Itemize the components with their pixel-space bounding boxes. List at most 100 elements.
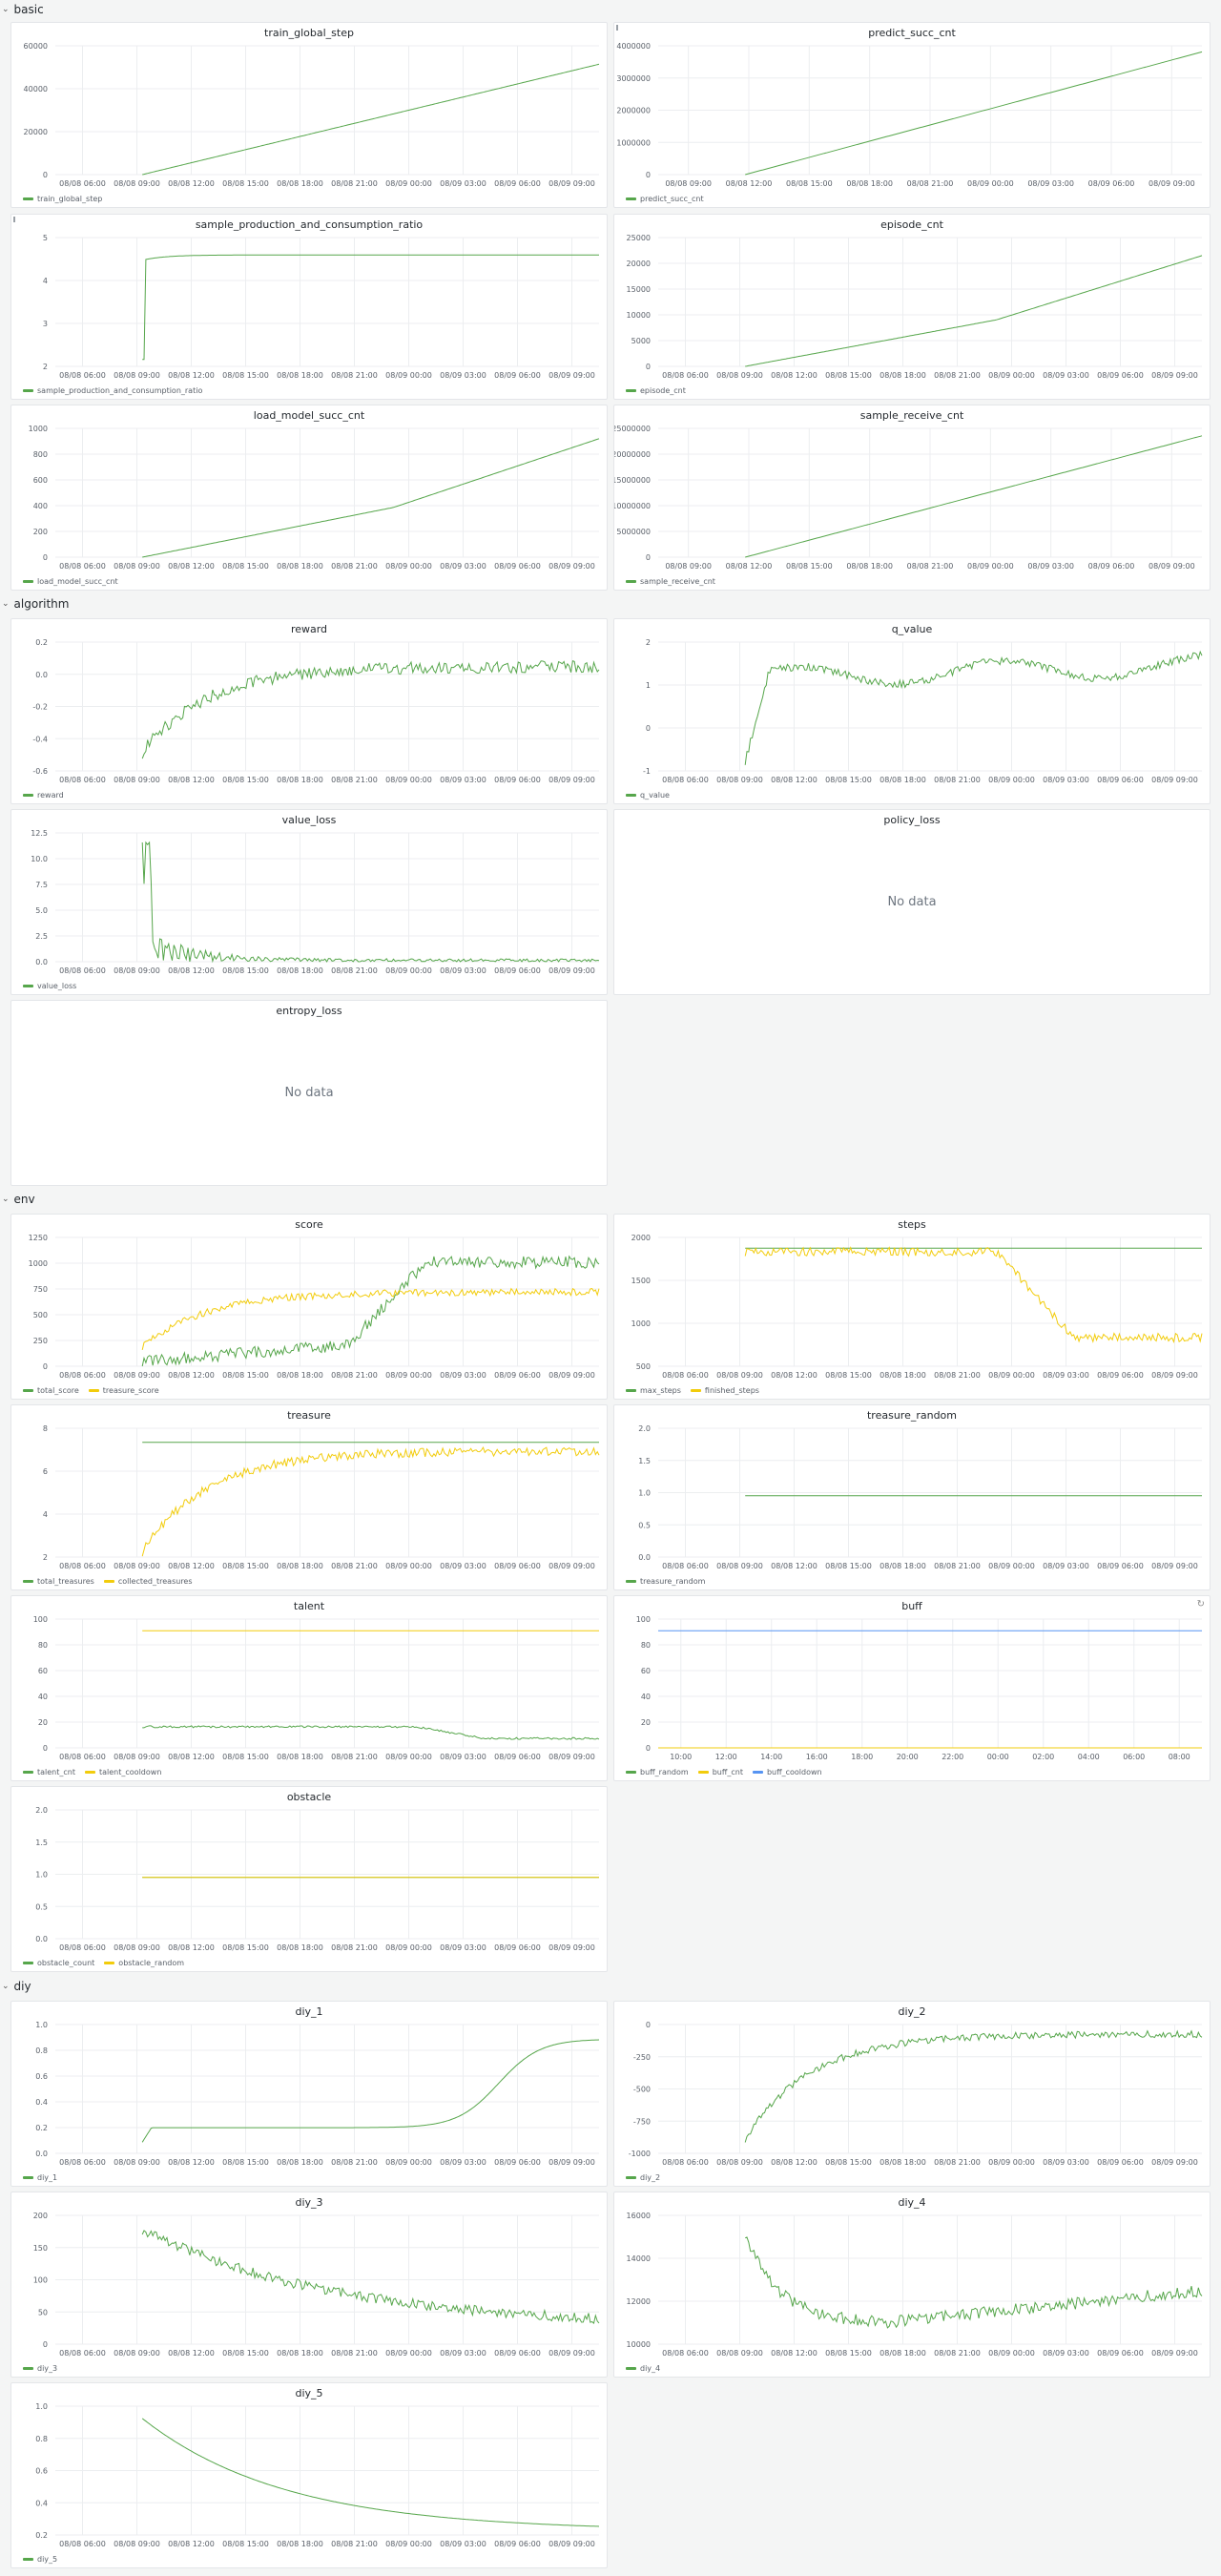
panel-reward[interactable]: reward 0.2 0.0 -0.2 -0.4 -0.6 08/08 06:00 08/0… <box>10 618 608 804</box>
line-chart[interactable]: 200 150 100 50 0 08/08 06:00 08/08 09:00 08/08 … <box>11 2192 609 2379</box>
legend-item[interactable]: train_global_step <box>23 195 102 203</box>
chart-legend: q_value <box>626 789 679 800</box>
panel-entropy-loss[interactable]: entropy_loss No data <box>10 1000 608 1186</box>
legend-item[interactable]: episode_cnt <box>626 386 686 395</box>
legend-item[interactable]: diy_4 <box>626 2364 660 2373</box>
panel-predict-succ-cnt[interactable]: predict_succ_cnt 4000000 3000000 2000000 10… <box>613 22 1211 208</box>
legend-item[interactable]: load_model_succ_cnt <box>23 577 118 586</box>
line-chart[interactable]: 2 1 0 -1 08/08 06:00 08/08 09:00 08/08 12:00 08… <box>614 619 1211 805</box>
panel-buff[interactable]: buff ↻ 100 80 60 40 20 0 10:00 12:00 14:00 16:00 1… <box>613 1595 1211 1781</box>
legend-item[interactable]: diy_2 <box>626 2173 660 2182</box>
line-chart[interactable]: 8 6 4 2 08/08 06:00 08/08 09:00 08/08 12:00 08/… <box>11 1405 609 1591</box>
panel-talent[interactable]: talent 100 80 60 40 20 0 08/08 06:00 08/08 09:0… <box>10 1595 608 1781</box>
legend-item[interactable]: total_treasures <box>23 1577 94 1586</box>
panel-sample-receive-cnt[interactable]: sample_receive_cnt 25000000 20000000 15000… <box>613 405 1211 591</box>
legend-item[interactable]: q_value <box>626 791 670 800</box>
y-tick-label: 0.2 <box>35 2124 48 2132</box>
chart-legend: diy_3 <box>23 2362 67 2374</box>
panel-obstacle[interactable]: obstacle 2.0 1.5 1.0 0.5 0.0 08/08 06:00 08/08… <box>10 1786 608 1972</box>
panel-diy-4[interactable]: diy_4 16000 14000 12000 10000 08/08 06:00 08/… <box>613 2192 1211 2378</box>
panel-q-value[interactable]: q_value 2 1 0 -1 08/08 06:00 08/08 09:00 08/08… <box>613 618 1211 804</box>
drag-handle-icon[interactable] <box>13 217 15 222</box>
line-chart[interactable]: 1.0 0.8 0.6 0.4 0.2 0.0 08/08 06:00 08/08 09:00… <box>11 2002 609 2188</box>
drag-handle-icon[interactable] <box>616 25 618 31</box>
x-tick-label: 08/08 09:00 <box>114 1943 160 1952</box>
legend-item[interactable]: obstacle_count <box>23 1959 94 1967</box>
legend-item[interactable]: diy_3 <box>23 2364 57 2373</box>
legend-item[interactable]: collected_treasures <box>103 1577 193 1586</box>
line-chart[interactable]: 2.0 1.5 1.0 0.5 0.0 08/08 06:00 08/08 09:00 08/… <box>614 1405 1211 1591</box>
line-chart[interactable]: 25000000 20000000 15000000 10000000 5000000 0… <box>614 405 1211 592</box>
line-chart[interactable]: 2.0 1.5 1.0 0.5 0.0 08/08 06:00 08/08 09:00 08/… <box>11 1787 609 1973</box>
x-tick-label: 08/08 09:00 <box>114 1371 160 1380</box>
panel-treasure[interactable]: treasure 8 6 4 2 08/08 06:00 08/08 09:00 08/08… <box>10 1404 608 1590</box>
legend-item[interactable]: finished_steps <box>690 1386 759 1395</box>
legend-item[interactable]: reward <box>23 791 64 800</box>
legend-item[interactable]: value_loss <box>23 982 76 990</box>
x-tick-label: 08/08 18:00 <box>277 2349 323 2358</box>
refresh-icon[interactable]: ↻ <box>1196 1599 1205 1610</box>
legend-item[interactable]: treasure_random <box>626 1577 705 1586</box>
panel-policy-loss[interactable]: policy_loss No data <box>613 809 1211 995</box>
legend-swatch <box>626 2175 636 2179</box>
legend-item[interactable]: treasure_score <box>88 1386 159 1395</box>
legend-item[interactable]: diy_5 <box>23 2555 57 2564</box>
legend-item[interactable]: talent_cnt <box>23 1768 75 1776</box>
y-tick-label: 10000 <box>627 311 651 320</box>
panel-diy-5[interactable]: diy_5 1.0 0.8 0.6 0.4 0.2 08/08 06:00 08/08 09… <box>10 2382 608 2568</box>
line-chart[interactable]: 60000 40000 20000 0 08/08 06:00 08/08 09:00 08… <box>11 23 609 209</box>
legend-swatch <box>23 793 33 797</box>
y-tick-label: 400 <box>33 502 48 510</box>
legend-item[interactable]: max_steps <box>626 1386 681 1395</box>
panel-load-model-succ-cnt[interactable]: load_model_succ_cnt 1000 800 600 400 200 0 08/… <box>10 405 608 591</box>
line-chart[interactable]: 1.0 0.8 0.6 0.4 0.2 08/08 06:00 08/08 09:00 08/… <box>11 2383 609 2569</box>
line-chart[interactable]: 5 4 3 2 08/08 06:00 08/08 09:00 08/08 12:00 08/… <box>11 215 609 401</box>
panel-train-global-step[interactable]: train_global_step 60000 40000 20000 0 08/08 … <box>10 22 608 208</box>
line-chart[interactable]: 1250 1000 750 500 250 0 08/08 06:00 08/08 09:00… <box>11 1215 609 1401</box>
legend-item[interactable]: talent_cooldown <box>85 1768 161 1776</box>
legend-item[interactable]: obstacle_random <box>104 1959 184 1967</box>
x-tick-label: 08/08 18:00 <box>277 2540 323 2548</box>
panel-steps[interactable]: steps 2000 1500 1000 500 08/08 06:00 08/08 09… <box>613 1214 1211 1400</box>
row-header-env[interactable]: ⌄ env <box>2 1191 35 1208</box>
panel-score[interactable]: score 1250 1000 750 500 250 0 08/08 06:00 08/08… <box>10 1214 608 1400</box>
row-header-algorithm[interactable]: ⌄ algorithm <box>2 595 69 613</box>
legend-item[interactable]: buff_cooldown <box>752 1768 822 1776</box>
line-chart[interactable]: 12.5 10.0 7.5 5.0 2.5 0.0 08/08 06:00 08/08 09:… <box>11 810 609 996</box>
legend-item[interactable]: sample_production_and_consumption_ratio <box>23 386 202 395</box>
x-tick-label: 08/08 21:00 <box>331 1753 378 1761</box>
legend-item[interactable]: total_score <box>23 1386 79 1395</box>
legend-item[interactable]: diy_1 <box>23 2173 57 2182</box>
legend-item[interactable]: buff_cnt <box>697 1768 743 1776</box>
line-chart[interactable]: 0 -250 -500 -750 -1000 08/08 06:00 08/08 09:00… <box>614 2002 1211 2188</box>
series-line-value-loss <box>141 841 600 964</box>
series-line-diy-4 <box>744 2236 1203 2329</box>
legend-item[interactable]: buff_random <box>626 1768 689 1776</box>
panel-episode-cnt[interactable]: episode_cnt 25000 20000 15000 10000 5000 0 08/… <box>613 214 1211 400</box>
panel-diy-2[interactable]: diy_2 0 -250 -500 -750 -1000 08/08 06:00 08/08… <box>613 2001 1211 2187</box>
panel-sample-production-ratio[interactable]: sample_production_and_consumption_ratio … <box>10 214 608 400</box>
line-chart[interactable]: 0.2 0.0 -0.2 -0.4 -0.6 08/08 06:00 08/08 09:00… <box>11 619 609 805</box>
line-chart[interactable]: 16000 14000 12000 10000 08/08 06:00 08/08 09:… <box>614 2192 1211 2379</box>
line-chart[interactable]: 1000 800 600 400 200 0 08/08 06:00 08/08 09:00 0… <box>11 405 609 592</box>
y-tick-label: 1.0 <box>35 2402 48 2411</box>
legend-item[interactable]: sample_receive_cnt <box>626 577 715 586</box>
panel-treasure-random[interactable]: treasure_random 2.0 1.5 1.0 0.5 0.0 08/08 06:… <box>613 1404 1211 1590</box>
line-chart[interactable]: 2000 1500 1000 500 08/08 06:00 08/08 09:00 08/… <box>614 1215 1211 1401</box>
line-chart[interactable]: 4000000 3000000 2000000 1000000 0 08/08 09:00… <box>614 23 1211 209</box>
x-tick-label: 08/08 09:00 <box>716 371 763 380</box>
legend-swatch <box>23 984 33 987</box>
x-tick-label: 08/08 06:00 <box>662 1562 709 1570</box>
x-tick-label: 08/08 15:00 <box>222 966 269 975</box>
panel-diy-3[interactable]: diy_3 200 150 100 50 0 08/08 06:00 08/08 09:00… <box>10 2192 608 2378</box>
line-chart[interactable]: 25000 20000 15000 10000 5000 0 08/08 06:00 08/0… <box>614 215 1211 401</box>
y-tick-label: 1 <box>646 681 651 690</box>
line-chart[interactable]: 100 80 60 40 20 0 10:00 12:00 14:00 16:00 18:00 20:… <box>614 1596 1211 1782</box>
panel-diy-1[interactable]: diy_1 1.0 0.8 0.6 0.4 0.2 0.0 08/08 06:00 08/08… <box>10 2001 608 2187</box>
line-chart[interactable]: 100 80 60 40 20 0 08/08 06:00 08/08 09:00 08/08 … <box>11 1596 609 1782</box>
legend-item[interactable]: predict_succ_cnt <box>626 195 704 203</box>
panel-value-loss[interactable]: value_loss 12.5 10.0 7.5 5.0 2.5 0.0 08/08 06:… <box>10 809 608 995</box>
row-header-diy[interactable]: ⌄ diy <box>2 1978 31 1995</box>
chevron-down-icon: ⌄ <box>2 1982 10 1991</box>
row-header-basic[interactable]: ⌄ basic <box>2 1 44 18</box>
